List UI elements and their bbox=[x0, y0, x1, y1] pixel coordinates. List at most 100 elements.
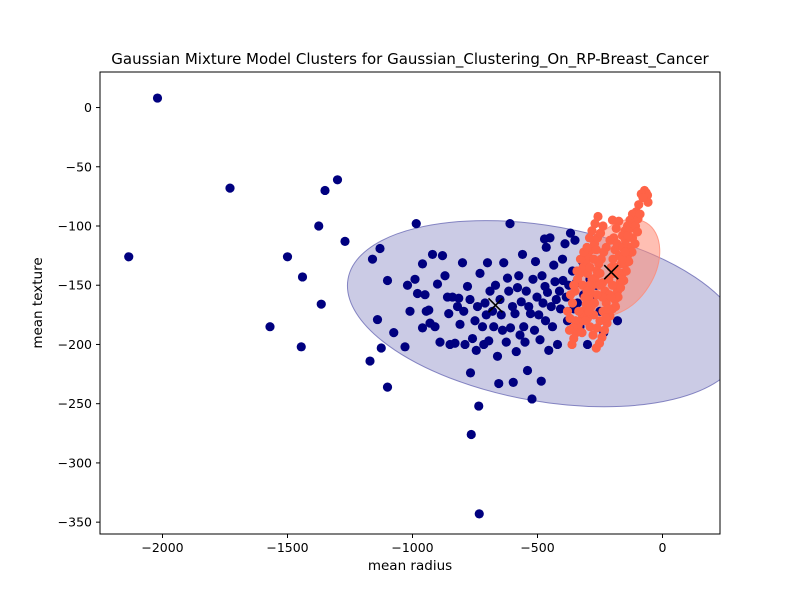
cluster-2-point bbox=[589, 298, 600, 308]
cluster-1-point bbox=[450, 338, 460, 348]
cluster-1-point bbox=[545, 233, 555, 243]
cluster-1-point bbox=[427, 249, 438, 260]
cluster-1-point bbox=[472, 301, 483, 312]
cluster-1-point bbox=[517, 249, 528, 260]
cluster-1-point bbox=[466, 429, 476, 440]
cluster-2-point bbox=[615, 283, 626, 293]
cluster-1-point bbox=[527, 394, 537, 404]
cluster-1-point bbox=[365, 356, 375, 366]
cluster-1-point bbox=[554, 286, 565, 296]
cluster-1-point bbox=[471, 345, 481, 355]
cluster-2-point bbox=[567, 298, 578, 308]
cluster-2-point bbox=[589, 254, 599, 264]
cluster-1-point bbox=[282, 252, 293, 262]
cluster-1-point bbox=[455, 319, 465, 329]
y-tick-label: −250 bbox=[58, 396, 92, 411]
cluster-1-point bbox=[437, 251, 448, 261]
y-axis-label: mean texture bbox=[30, 257, 46, 348]
cluster-2-point bbox=[604, 304, 614, 314]
cluster-1-point bbox=[495, 294, 505, 305]
cluster-2-point bbox=[617, 254, 628, 264]
cluster-1-point bbox=[519, 322, 529, 332]
cluster-2-point bbox=[593, 211, 603, 222]
cluster-2-point bbox=[567, 339, 577, 350]
cluster-1-point bbox=[410, 274, 420, 284]
cluster-1-point bbox=[454, 293, 464, 303]
cluster-1-point bbox=[424, 305, 434, 315]
cluster-2-point bbox=[632, 227, 643, 237]
cluster-1-point bbox=[570, 235, 580, 245]
cluster-1-point bbox=[462, 281, 473, 292]
cluster-2-point bbox=[582, 286, 592, 296]
x-tick-label: −500 bbox=[520, 540, 554, 555]
cluster-1-point bbox=[402, 280, 413, 290]
cluster-2-point bbox=[584, 306, 594, 316]
cluster-2-point bbox=[623, 230, 633, 241]
cluster-1-point bbox=[474, 509, 484, 519]
cluster-1-point bbox=[511, 346, 521, 357]
cluster-2-points bbox=[562, 185, 653, 353]
cluster-1-point bbox=[508, 377, 518, 387]
cluster-1-point bbox=[530, 256, 541, 267]
cluster-1-point bbox=[555, 304, 566, 314]
cluster-1-point bbox=[538, 298, 548, 308]
y-tick-label: −150 bbox=[58, 278, 92, 293]
cluster-1-point bbox=[557, 254, 568, 264]
cluster-2-point bbox=[564, 325, 575, 335]
cluster-2-point bbox=[634, 200, 644, 210]
cluster-1-point bbox=[382, 382, 393, 392]
cluster-1-point bbox=[565, 228, 576, 238]
cluster-1-point bbox=[477, 322, 488, 332]
cluster-2-point bbox=[595, 268, 605, 278]
cluster-1-point bbox=[522, 365, 533, 376]
cluster-1-point bbox=[494, 378, 504, 389]
cluster-2-point bbox=[598, 221, 608, 231]
cluster-1-point bbox=[489, 322, 499, 332]
chart-title: Gaussian Mixture Model Clusters for Gaus… bbox=[111, 50, 709, 69]
x-axis: −2000 −1500 −1000 −500 0 bbox=[141, 534, 667, 555]
cluster-2-point bbox=[615, 274, 626, 284]
y-axis: 0 −50 −100 −150 −200 −250 −300 −350 bbox=[58, 100, 100, 530]
cluster-2-point bbox=[611, 223, 621, 233]
cluster-2-point bbox=[607, 215, 618, 225]
cluster-1-point bbox=[417, 259, 428, 269]
centroid-stroke bbox=[487, 297, 504, 313]
cluster-1-point bbox=[520, 337, 530, 347]
cluster-1-point bbox=[457, 258, 468, 268]
cluster-1-point bbox=[435, 337, 445, 347]
cluster-1-point bbox=[432, 279, 443, 289]
cluster-1-point bbox=[501, 337, 511, 347]
cluster-1-point bbox=[499, 258, 509, 268]
cluster-2-point bbox=[574, 306, 584, 316]
centroid-stroke bbox=[603, 264, 619, 280]
cluster-2-point bbox=[565, 290, 576, 300]
cluster-1-point bbox=[389, 328, 399, 338]
cluster-1-point bbox=[367, 254, 378, 264]
cluster-1-point bbox=[420, 290, 430, 300]
cluster-2-point bbox=[592, 290, 602, 300]
cluster-1-point bbox=[372, 314, 383, 325]
cluster-1-point bbox=[296, 342, 306, 352]
plot-frame bbox=[99, 71, 721, 535]
cluster-1-point bbox=[612, 316, 623, 326]
cluster-2-point bbox=[591, 245, 601, 255]
cluster-1-point bbox=[459, 306, 469, 316]
cluster-1-point bbox=[480, 298, 490, 308]
cluster-1-point bbox=[467, 333, 478, 344]
cluster-1-point bbox=[532, 292, 542, 302]
cluster-1-point bbox=[551, 294, 561, 305]
cluster-2-point bbox=[577, 328, 587, 338]
cluster-2-point bbox=[588, 330, 598, 340]
cluster-2-point bbox=[580, 316, 591, 326]
cluster-1-point bbox=[152, 93, 163, 103]
cluster-1-point bbox=[541, 242, 551, 252]
cluster-2-point bbox=[599, 247, 609, 257]
cluster-1-point bbox=[297, 272, 308, 282]
x-tick-label: −1000 bbox=[391, 540, 433, 555]
cluster-1-point bbox=[497, 325, 508, 335]
cluster-1-point bbox=[525, 309, 536, 319]
cluster-1-point bbox=[382, 275, 393, 286]
x-axis-label: mean radius bbox=[368, 558, 452, 574]
